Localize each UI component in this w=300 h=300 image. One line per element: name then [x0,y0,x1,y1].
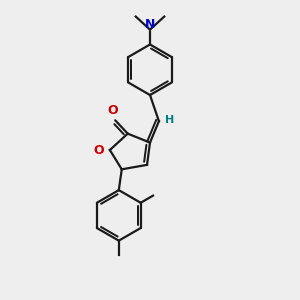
Text: O: O [93,143,104,157]
Text: O: O [107,104,118,117]
Text: N: N [145,18,155,31]
Text: H: H [165,115,174,125]
